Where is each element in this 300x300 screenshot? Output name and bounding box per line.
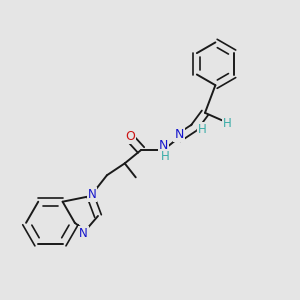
- Text: H: H: [160, 150, 169, 163]
- Text: N: N: [88, 188, 96, 201]
- Text: H: H: [223, 117, 232, 130]
- Text: H: H: [198, 123, 207, 136]
- Text: N: N: [174, 128, 184, 141]
- Text: O: O: [125, 130, 135, 143]
- Text: N: N: [79, 227, 88, 240]
- Text: N: N: [159, 139, 168, 152]
